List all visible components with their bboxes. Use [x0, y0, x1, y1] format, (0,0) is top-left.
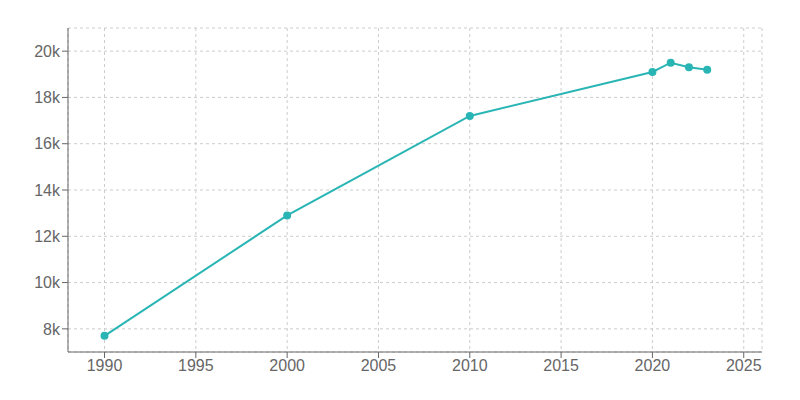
svg-text:18k: 18k: [34, 89, 61, 106]
svg-text:1995: 1995: [178, 357, 214, 374]
svg-text:10k: 10k: [34, 274, 61, 291]
svg-text:16k: 16k: [34, 135, 61, 152]
svg-text:8k: 8k: [43, 321, 61, 338]
svg-text:2005: 2005: [361, 357, 397, 374]
svg-text:2010: 2010: [452, 357, 488, 374]
svg-text:2015: 2015: [543, 357, 579, 374]
svg-text:2025: 2025: [726, 357, 762, 374]
svg-text:14k: 14k: [34, 182, 61, 199]
svg-text:12k: 12k: [34, 228, 61, 245]
svg-text:2020: 2020: [635, 357, 671, 374]
svg-text:20k: 20k: [34, 43, 61, 60]
svg-text:1990: 1990: [87, 357, 123, 374]
svg-text:2000: 2000: [269, 357, 305, 374]
